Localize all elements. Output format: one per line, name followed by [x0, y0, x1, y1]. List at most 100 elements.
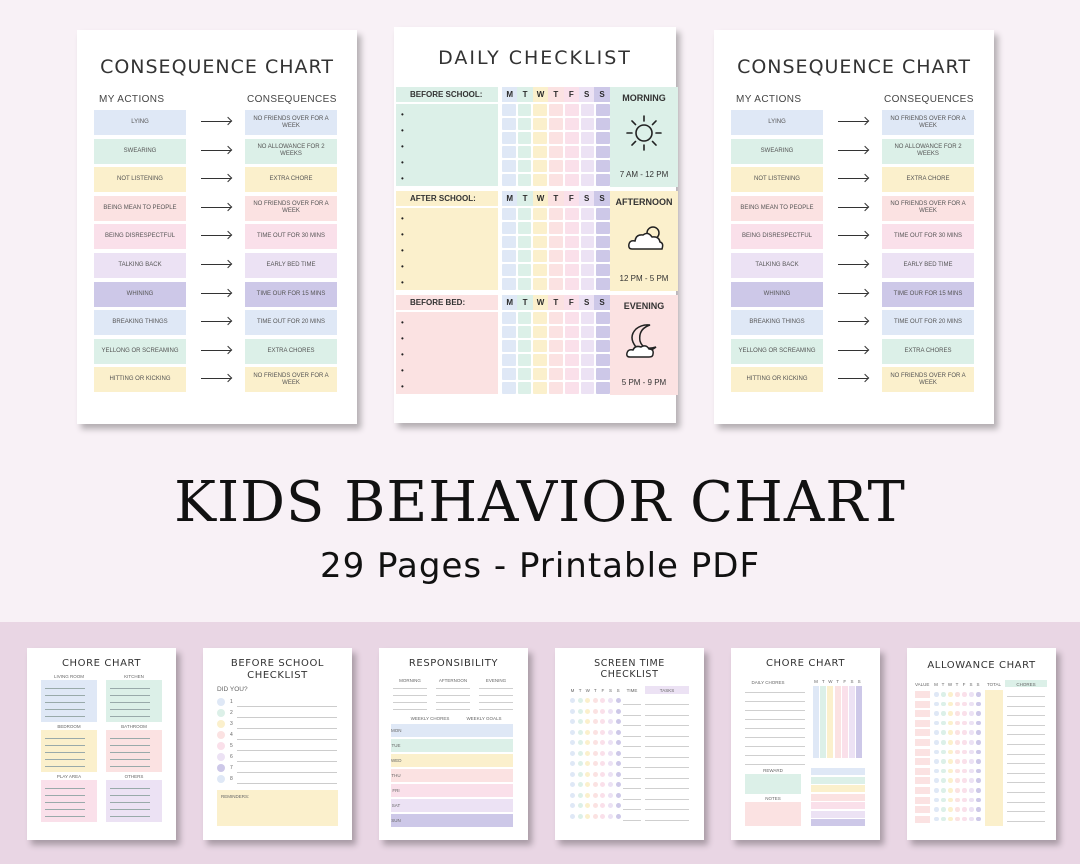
checkbox — [564, 250, 579, 262]
checkbox — [549, 340, 563, 352]
value-cell — [915, 710, 930, 718]
rule-line — [237, 761, 337, 762]
item-number: 3 — [230, 721, 233, 727]
circle-checkbox — [969, 759, 974, 764]
checkbox — [502, 146, 516, 158]
circle-checkbox — [615, 729, 621, 735]
value-cell — [915, 758, 930, 766]
circle-checkbox — [941, 720, 946, 726]
rule-line — [745, 719, 805, 720]
circle-checkbox — [934, 807, 939, 812]
tasks-header-bg — [645, 686, 689, 694]
rule-line — [45, 716, 85, 717]
consequence-cell: EXTRA CHORE — [882, 167, 974, 193]
total-label: TOTAL — [986, 682, 1002, 687]
day-label: T — [548, 191, 564, 206]
checkbox — [596, 312, 610, 324]
circle-checkbox — [600, 782, 606, 787]
rule-line — [436, 695, 470, 696]
circle-checkbox — [976, 807, 981, 812]
day-label: M — [570, 688, 575, 693]
checkbox — [533, 208, 548, 220]
day-label: M — [502, 87, 518, 102]
section-notes-box: • • • • • — [396, 104, 498, 186]
chart-row: SWEARING NO ALLOWANCE FOR 2 WEEKS — [77, 138, 357, 164]
circle-checkbox — [941, 778, 946, 783]
circle-checkbox — [608, 740, 613, 745]
circle-checkbox — [969, 816, 974, 822]
checkbox — [580, 222, 595, 234]
day-label: M — [502, 191, 518, 206]
circle-checkbox — [615, 803, 621, 808]
circle-checkbox — [969, 701, 974, 707]
bullet: • — [401, 110, 404, 119]
circle-checkbox — [976, 759, 981, 764]
product-title: KIDS BEHAVIOR CHART — [174, 470, 906, 535]
circle-checkbox — [955, 797, 960, 803]
circle-checkbox — [976, 778, 981, 783]
checkbox — [596, 160, 610, 172]
bullet: • — [401, 174, 404, 183]
day-label: T — [517, 191, 533, 206]
action-cell: SWEARING — [94, 138, 186, 164]
circle-checkbox — [592, 813, 598, 819]
rule-line — [623, 819, 641, 821]
section-notes-box: • • • • • — [396, 208, 498, 290]
circle-checkbox — [955, 768, 960, 774]
checkbox — [596, 208, 610, 220]
rule-line — [45, 766, 85, 767]
consequence-cell: NO FRIENDS OVER FOR A WEEK — [245, 367, 337, 393]
value-cell — [915, 691, 930, 698]
consequence-cell: NO FRIENDS OVER FOR A WEEK — [245, 195, 337, 221]
circle-checkbox — [600, 803, 606, 808]
circle-checkbox — [600, 698, 606, 703]
circle-checkbox — [962, 759, 967, 764]
room-label: LIVING ROOM — [53, 674, 84, 679]
time-period-panel: AFTERNOON 12 PM - 5 PM — [610, 191, 678, 291]
circle-checkbox — [934, 759, 939, 764]
checkbox — [564, 312, 579, 324]
chores-label: CHORES — [1016, 682, 1036, 687]
circle-checkbox — [969, 692, 974, 697]
chart-row: HITTING OR KICKING NO FRIENDS OVER FOR A … — [77, 367, 357, 393]
circle-checkbox — [934, 788, 939, 793]
value-label: VALUE — [915, 682, 930, 687]
daily-checklist-page: DAILY CHECKLIST BEFORE SCHOOL: • • • • • M T W T F… — [394, 27, 678, 423]
circle-checkbox — [608, 708, 613, 714]
period-label: EVENING — [623, 301, 665, 311]
notes-label: NOTES — [765, 796, 781, 801]
circle-checkbox — [615, 719, 621, 724]
column-label: MORNING — [399, 678, 421, 683]
circle-checkbox — [962, 692, 967, 697]
consequence-cell: TIME OUR FOR 15 MINS — [882, 281, 974, 307]
rule-line — [237, 717, 337, 718]
item-number: 8 — [230, 776, 233, 782]
value-cell — [915, 806, 930, 814]
consequence-chart-page-right: CONSEQUENCE CHART MY ACTIONS CONSEQUENCE… — [714, 30, 994, 424]
checkbox — [502, 278, 516, 290]
bullet: • — [401, 366, 404, 375]
checkbox — [502, 208, 516, 220]
product-subtitle: 29 Pages - Printable PDF — [319, 546, 761, 586]
chart-row: BEING MEAN TO PEOPLE NO FRIENDS OVER FOR … — [77, 195, 357, 221]
day-label: W — [532, 191, 549, 206]
checkbox — [564, 382, 579, 394]
circle-checkbox — [600, 729, 606, 735]
value-cell — [915, 700, 930, 708]
checkbox — [517, 326, 532, 338]
room-box — [106, 680, 162, 722]
day-label: S — [578, 87, 595, 102]
checkbox — [580, 160, 595, 172]
rule-line — [745, 755, 805, 756]
checkbox — [502, 250, 516, 262]
circle-checkbox — [585, 719, 591, 724]
checkbox — [596, 340, 610, 352]
rule-line — [45, 702, 85, 703]
checkbox — [502, 312, 516, 324]
did-you-label: DID YOU? — [217, 686, 248, 693]
action-cell: HITTING OR KICKING — [94, 367, 186, 393]
consequences-header: CONSEQUENCES — [247, 94, 337, 105]
rule-line — [45, 788, 85, 789]
period-time: 12 PM - 5 PM — [619, 274, 669, 283]
